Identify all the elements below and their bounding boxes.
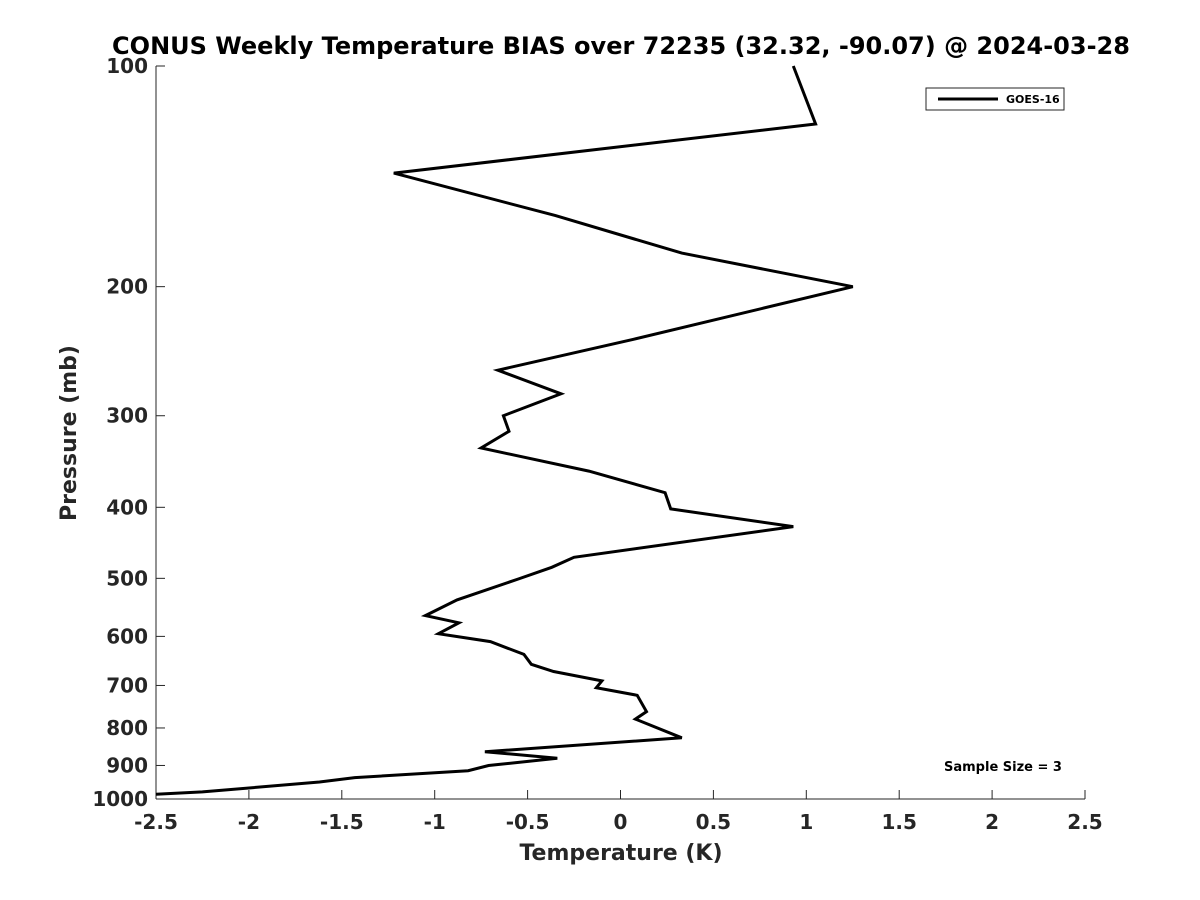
y-tick-label: 600 [106, 624, 148, 648]
x-tick-label: 0.5 [696, 810, 731, 834]
y-tick-label: 900 [106, 753, 148, 777]
y-tick-label: 200 [106, 275, 148, 299]
sample-size-annotation: Sample Size = 3 [944, 760, 1062, 775]
y-tick-label: 1000 [92, 787, 148, 811]
y-ticks: 100 200 300 400 500 600 700 800 900 1000 [92, 54, 165, 811]
x-tick-label: 2.5 [1067, 810, 1102, 834]
x-tick-label: 1.5 [881, 810, 916, 834]
x-tick-label: 2 [985, 810, 999, 834]
legend-entry-goes-16: GOES-16 [1006, 93, 1060, 106]
x-tick-label: -1 [424, 810, 446, 834]
y-axis-label: Pressure (mb) [57, 345, 82, 521]
y-tick-label: 800 [106, 716, 148, 740]
x-tick-label: -2.5 [134, 810, 178, 834]
chart-title: CONUS Weekly Temperature BIAS over 72235… [112, 32, 1130, 60]
x-tick-label: -2 [238, 810, 260, 834]
series-line-goes-16 [155, 65, 854, 796]
y-tick-label: 300 [106, 404, 148, 428]
x-ticks: -2.5 -2 -1.5 -1 -0.5 0 0.5 1 1.5 2 2.5 [134, 790, 1103, 834]
legend: GOES-16 [925, 87, 1065, 111]
x-tick-label: 1 [799, 810, 813, 834]
x-tick-label: 0 [614, 810, 628, 834]
x-tick-label: -0.5 [506, 810, 550, 834]
y-tick-label: 100 [106, 54, 148, 78]
y-tick-label: 500 [106, 566, 148, 590]
y-tick-label: 700 [106, 673, 148, 697]
y-tick-label: 400 [106, 495, 148, 519]
x-tick-label: -1.5 [320, 810, 364, 834]
x-axis-label: Temperature (K) [519, 841, 722, 866]
plot-axes [155, 66, 1085, 800]
